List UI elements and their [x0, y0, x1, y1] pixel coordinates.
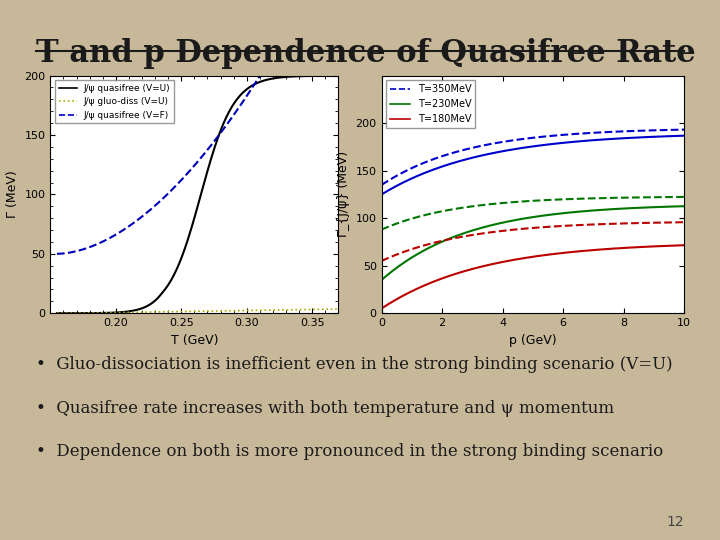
- Text: •  Quasifree rate increases with both temperature and ψ momentum: • Quasifree rate increases with both tem…: [36, 400, 614, 416]
- Y-axis label: Γ_{J/ψ} (MeV): Γ_{J/ψ} (MeV): [337, 151, 350, 238]
- X-axis label: p (GeV): p (GeV): [509, 334, 557, 347]
- Y-axis label: Γ (MeV): Γ (MeV): [6, 171, 19, 218]
- Text: 12: 12: [667, 515, 684, 529]
- Legend: T=350MeV, T=230MeV, T=180MeV: T=350MeV, T=230MeV, T=180MeV: [387, 80, 475, 128]
- X-axis label: T (GeV): T (GeV): [171, 334, 218, 347]
- Text: •  Gluo-dissociation is inefficient even in the strong binding scenario (V=U): • Gluo-dissociation is inefficient even …: [36, 356, 672, 373]
- Legend: J/ψ quasifree (V=U), J/ψ gluo-diss (V=U), J/ψ quasifree (V=F): J/ψ quasifree (V=U), J/ψ gluo-diss (V=U)…: [55, 80, 174, 123]
- Text: T and p Dependence of Quasifree Rate: T and p Dependence of Quasifree Rate: [36, 38, 696, 69]
- Text: •  Dependence on both is more pronounced in the strong binding scenario: • Dependence on both is more pronounced …: [36, 443, 663, 460]
